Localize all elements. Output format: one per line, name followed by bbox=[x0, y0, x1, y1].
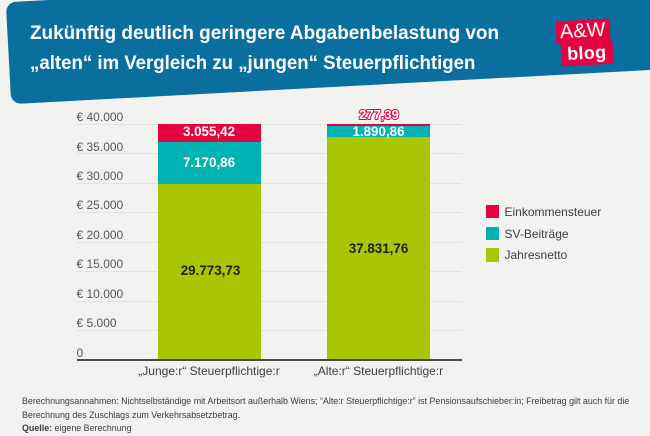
svg-text:277,39: 277,39 bbox=[359, 107, 399, 122]
